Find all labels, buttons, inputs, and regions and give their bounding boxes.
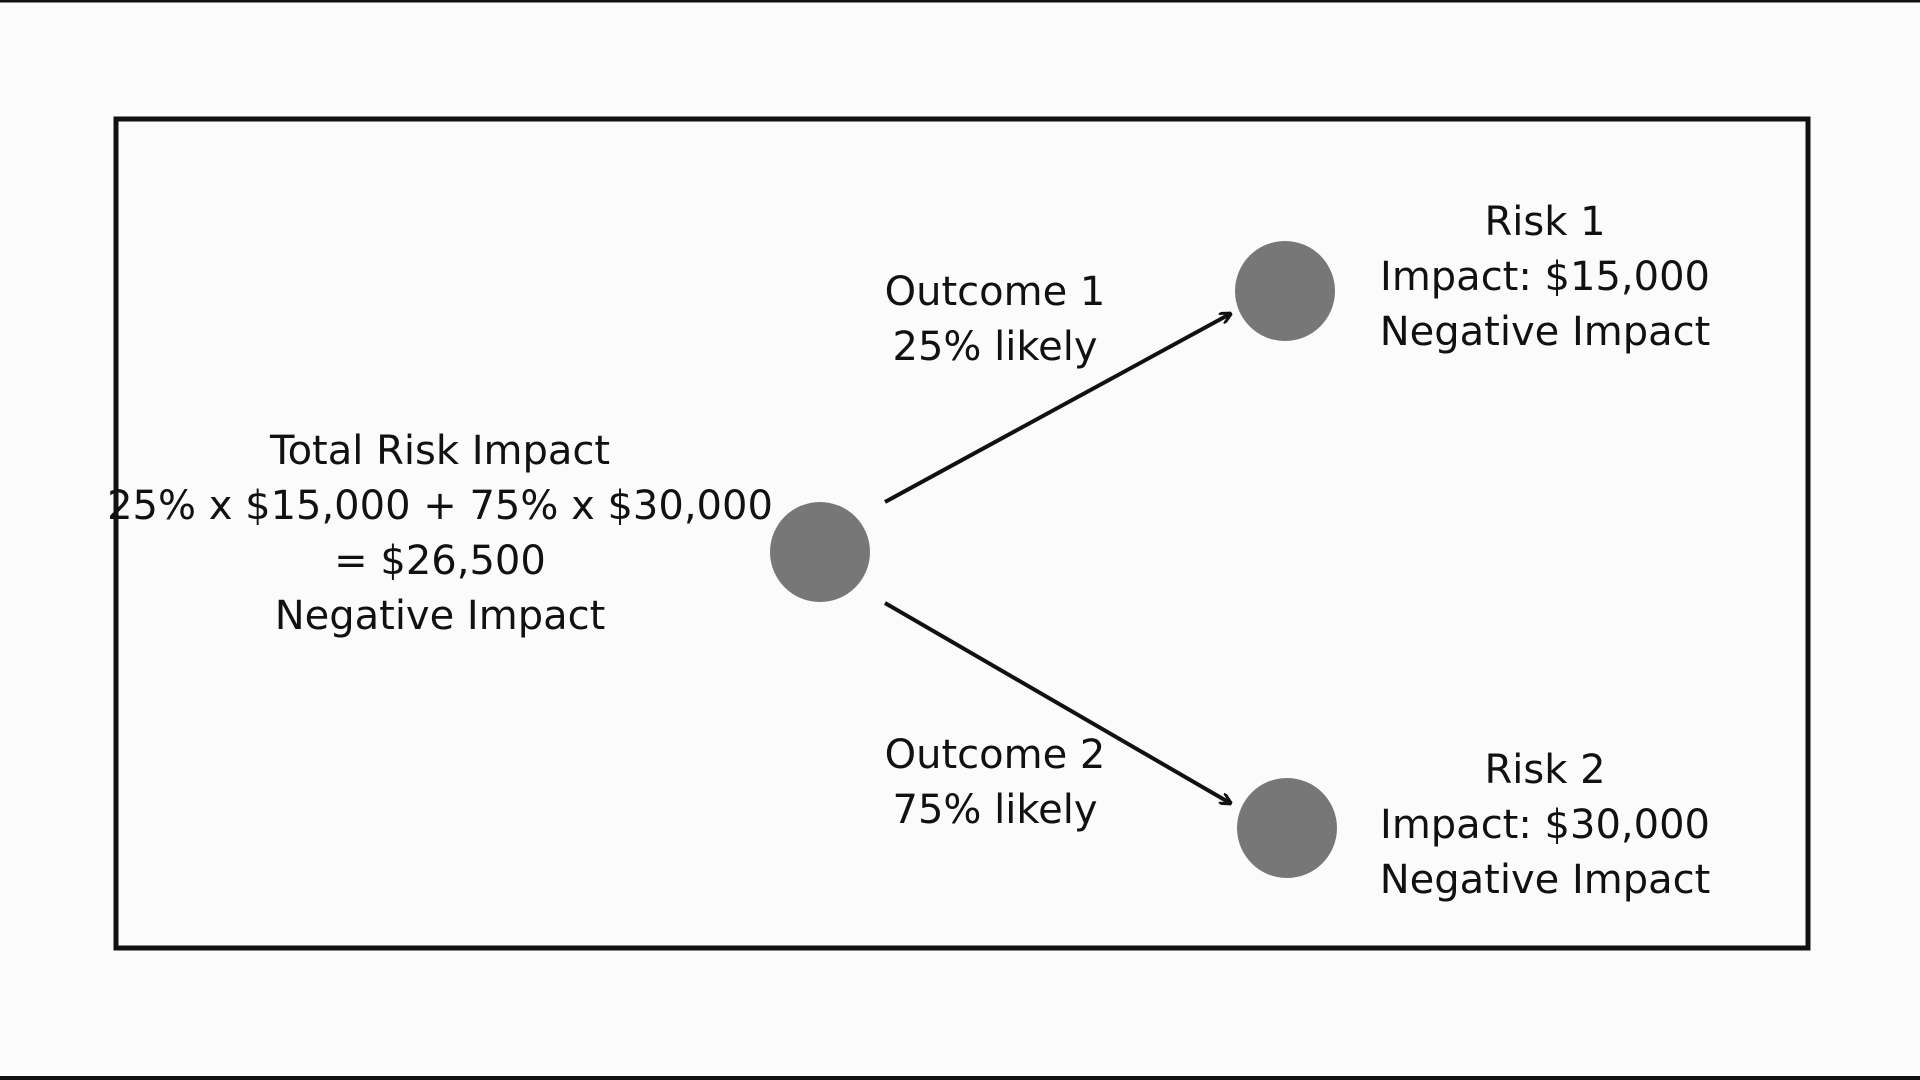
diagram-frame [113,116,1811,951]
outcome-2-name: Outcome 2 [884,732,1106,778]
risk-2-name: Risk 2 [1484,747,1606,793]
risk-1-type: Negative Impact [1379,309,1711,355]
outcome-2-label: Outcome 2 75% likely [885,728,1106,838]
outcome-1-label: Outcome 1 25% likely [885,265,1106,375]
risk-2-impact: Impact: $30,000 [1380,802,1710,848]
total-risk-formula: 25% x $15,000 + 75% x $30,000 [107,483,773,529]
risk-2-label: Risk 2 Impact: $30,000 Negative Impact [1380,743,1711,908]
outcome-1-probability: 25% likely [892,324,1098,370]
risk-1-label: Risk 1 Impact: $15,000 Negative Impact [1380,195,1711,360]
decision-node [770,502,870,602]
outcome-1-name: Outcome 1 [884,269,1106,315]
risk-2-node [1237,778,1337,878]
risk-1-name: Risk 1 [1484,199,1606,245]
arrow-outcome-2 [883,601,1230,803]
risk-1-node [1235,241,1335,341]
risk-1-impact: Impact: $15,000 [1380,254,1710,300]
arrow-outcome-1 [884,314,1230,504]
outcome-2-probability: 75% likely [892,787,1098,833]
total-risk-label: Total Risk Impact 25% x $15,000 + 75% x … [107,424,773,644]
total-risk-title: Total Risk Impact [269,428,611,474]
total-risk-type: Negative Impact [274,593,606,639]
risk-2-type: Negative Impact [1379,857,1711,903]
total-risk-result: = $26,500 [334,538,546,584]
